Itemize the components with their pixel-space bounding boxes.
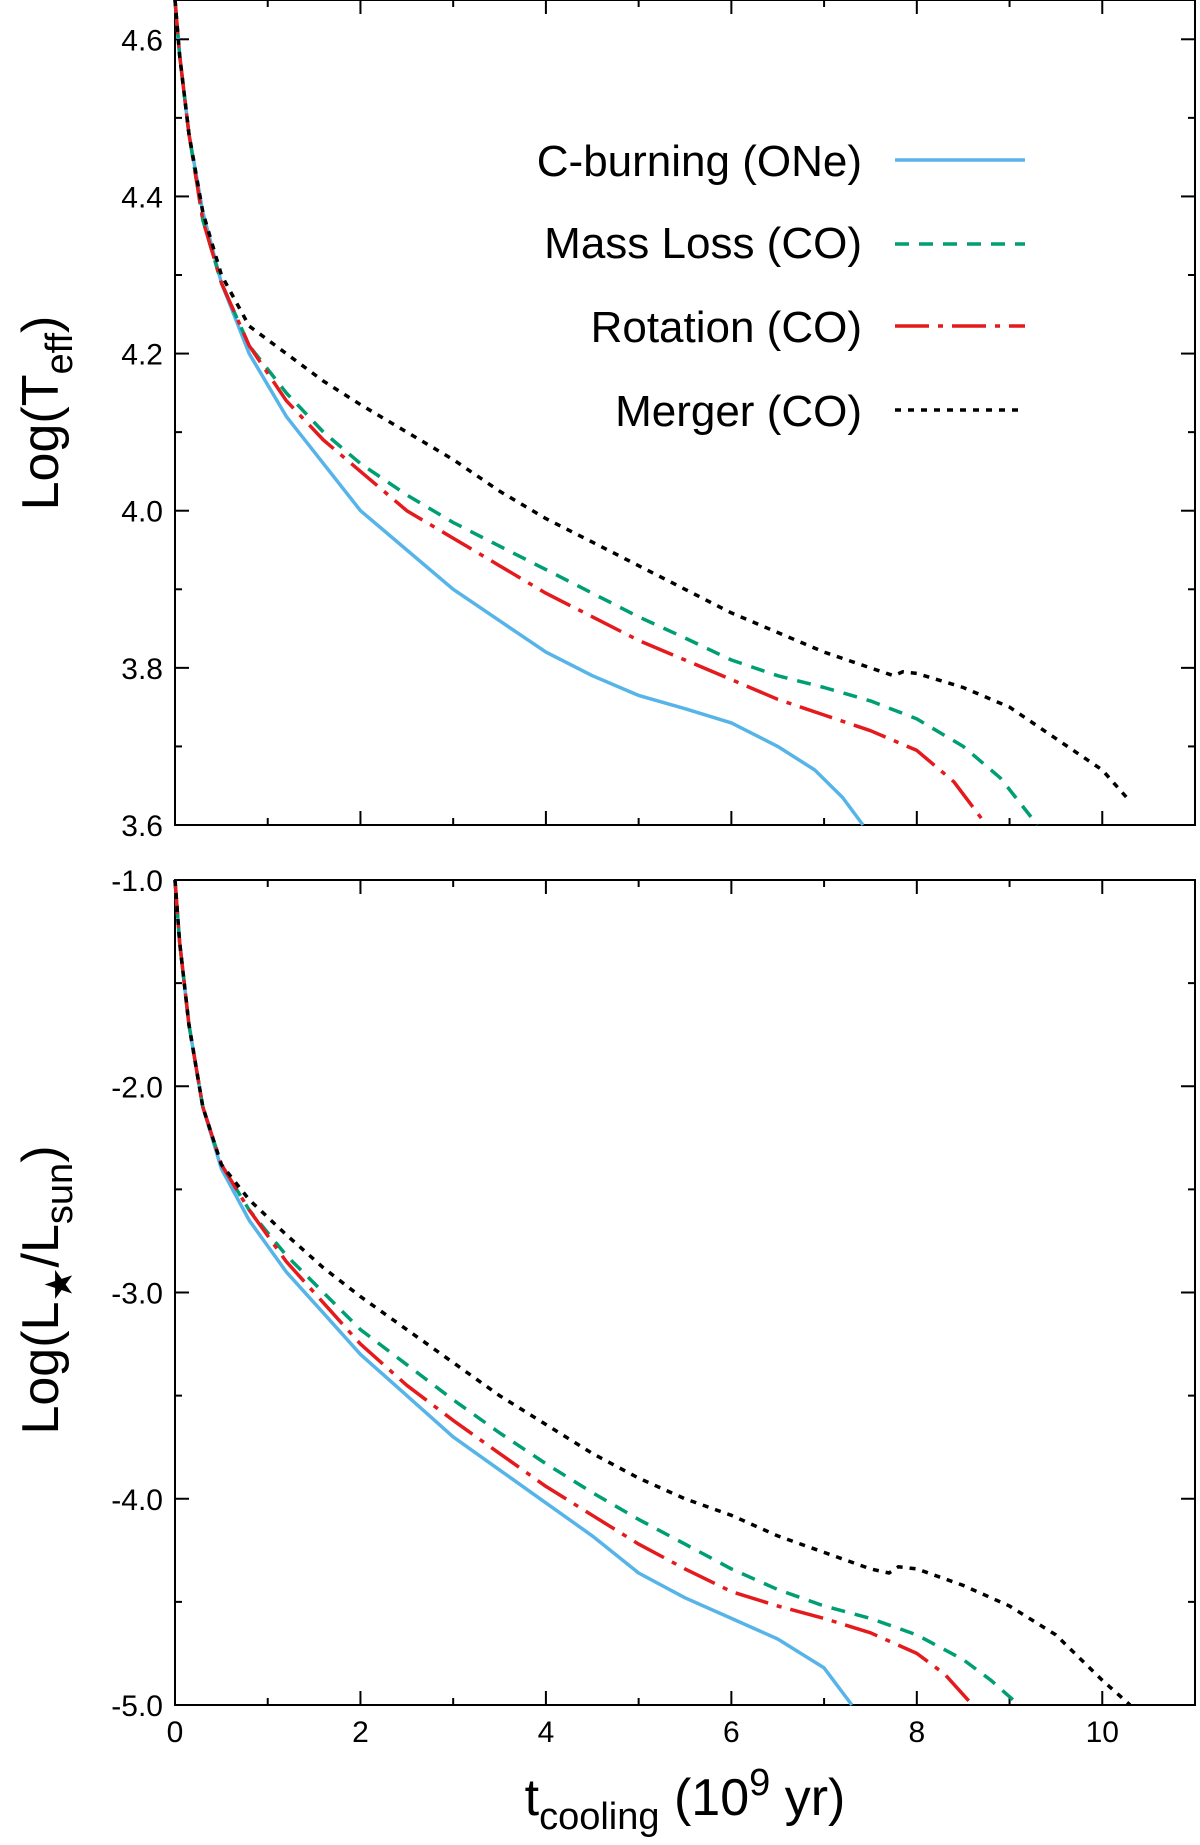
legend: C-burning (ONe) Mass Loss (CO) Rotation … xyxy=(537,137,1025,436)
y-axis-title-text-lum: Log(L★/Lsun) xyxy=(12,1145,81,1434)
legend-entry-rotation: Rotation (CO) xyxy=(591,303,1025,352)
x-tick-label: 2 xyxy=(352,1716,369,1749)
x-axis-title: tcooling (109 yr) xyxy=(525,1762,846,1838)
series-line-merger xyxy=(173,0,1132,803)
legend-label-merger: Merger (CO) xyxy=(615,387,862,436)
series-line-rotation xyxy=(173,879,974,1707)
x-tick-label: 10 xyxy=(1086,1716,1119,1749)
ticks-lum: -5.0 -4.0 -3.0 -2.0 -1.0 xyxy=(111,865,1196,1723)
legend-label-c-burning: C-burning (ONe) xyxy=(537,137,862,186)
x-tick-label: 4 xyxy=(538,1716,555,1749)
panel-lum: -5.0 -4.0 -3.0 -2.0 -1.0 Log(L★/Lsun) xyxy=(12,865,1196,1723)
y-tick-label: -3.0 xyxy=(111,1278,163,1311)
x-tick-labels: 0 2 4 6 8 10 xyxy=(167,1716,1119,1749)
series-line-c-burning xyxy=(173,879,854,1707)
y-tick-label: -4.0 xyxy=(111,1484,163,1517)
series-line-rotation xyxy=(173,0,988,827)
x-tick-label: 0 xyxy=(167,1716,184,1749)
y-axis-title-text-teff: Log(Teff) xyxy=(12,316,81,511)
y-tick-label: -1.0 xyxy=(111,865,163,898)
legend-entry-mass-loss: Mass Loss (CO) xyxy=(544,219,1025,268)
panel-teff: 3.6 3.8 4.0 4.2 4.4 4.6 Log(Teff) C-burning (… xyxy=(12,0,1196,843)
legend-entry-c-burning: C-burning (ONe) xyxy=(537,137,1025,186)
y-tick-label: 4.6 xyxy=(121,24,163,57)
series-line-mass-loss xyxy=(173,0,1039,827)
y-tick-label: 4.0 xyxy=(121,496,163,529)
y-tick-label: -2.0 xyxy=(111,1071,163,1104)
series-lum xyxy=(173,879,1132,1707)
ticks-teff: 3.6 3.8 4.0 4.2 4.4 4.6 xyxy=(121,0,1196,843)
y-tick-label: 3.6 xyxy=(121,810,163,843)
plot-frame-lum xyxy=(174,879,1196,1706)
legend-label-rotation: Rotation (CO) xyxy=(591,303,862,352)
series-line-merger xyxy=(173,879,1132,1707)
y-axis-title-teff: Log(Teff) xyxy=(12,316,81,511)
x-tick-label: 8 xyxy=(908,1716,925,1749)
y-tick-label: 4.2 xyxy=(121,339,163,372)
y-tick-label: 4.4 xyxy=(121,181,163,214)
y-axis-title-lum: Log(L★/Lsun) xyxy=(12,1145,81,1434)
y-tick-label: -5.0 xyxy=(111,1690,163,1723)
x-tick-label: 6 xyxy=(723,1716,740,1749)
series-line-mass-loss xyxy=(173,879,1020,1707)
y-tick-label: 3.8 xyxy=(121,653,163,686)
plot-frame-teff xyxy=(174,0,1196,826)
legend-entry-merger: Merger (CO) xyxy=(615,387,1025,436)
legend-label-mass-loss: Mass Loss (CO) xyxy=(544,219,862,268)
series-teff xyxy=(173,0,1132,827)
